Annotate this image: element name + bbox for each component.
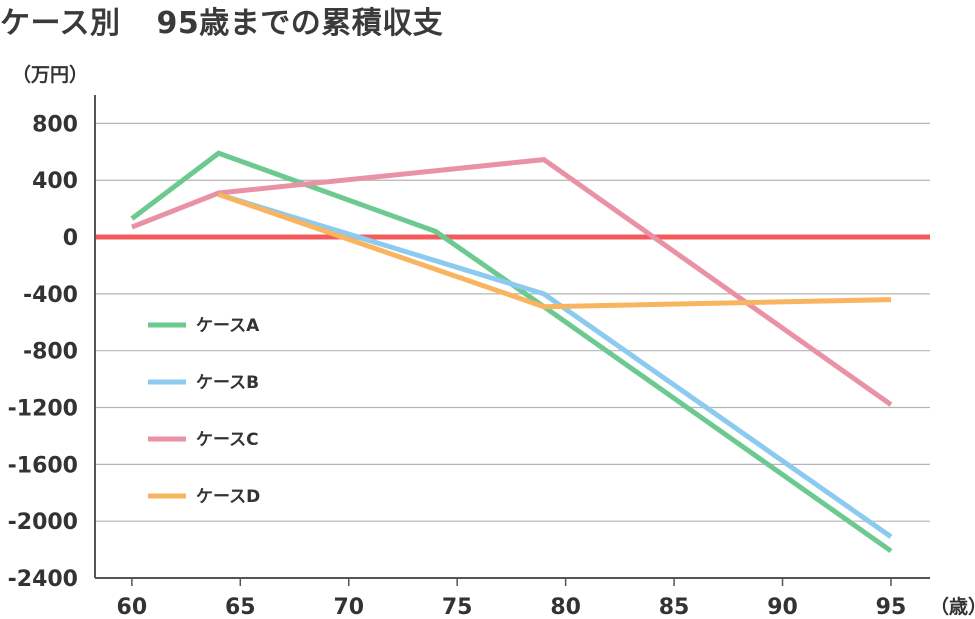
legend-label: ケースD bbox=[196, 487, 260, 507]
x-tick-label: 85 bbox=[659, 595, 690, 616]
chart-title-part1: ケース別 bbox=[0, 6, 121, 41]
x-tick-label: 90 bbox=[767, 595, 798, 616]
x-tick-label: 65 bbox=[225, 595, 256, 616]
legend-label: ケースA bbox=[196, 316, 260, 336]
series-line-3 bbox=[130, 157, 893, 407]
x-tick-label: 80 bbox=[550, 595, 581, 616]
y-tick-label: -1200 bbox=[8, 397, 78, 422]
x-axis-unit: （歳） bbox=[930, 596, 975, 618]
y-tick-label: -400 bbox=[23, 283, 78, 308]
x-tick-label: 95 bbox=[876, 595, 907, 616]
legend-label: ケースC bbox=[196, 430, 259, 450]
x-tick-label: 75 bbox=[442, 595, 473, 616]
legend-label: ケースB bbox=[196, 373, 259, 393]
y-tick-label: -2000 bbox=[8, 510, 78, 535]
series-line-2 bbox=[217, 192, 893, 539]
y-axis-unit: （万円） bbox=[12, 64, 89, 86]
y-tick-label: -1600 bbox=[8, 453, 78, 478]
series-line-1 bbox=[130, 150, 893, 554]
chart-title-part2: 95歳までの累積収支 bbox=[156, 6, 444, 41]
y-tick-label: -2400 bbox=[8, 567, 78, 592]
y-tick-label: 0 bbox=[63, 226, 78, 251]
x-tick-label: 60 bbox=[117, 595, 148, 616]
chart-title: ケース別 95歳までの累積収支 bbox=[0, 0, 443, 42]
y-tick-label: 800 bbox=[32, 112, 78, 137]
y-tick-label: -800 bbox=[23, 340, 78, 365]
x-tick-label: 70 bbox=[333, 595, 364, 616]
y-tick-label: 400 bbox=[32, 169, 78, 194]
series-line-4 bbox=[217, 192, 892, 310]
